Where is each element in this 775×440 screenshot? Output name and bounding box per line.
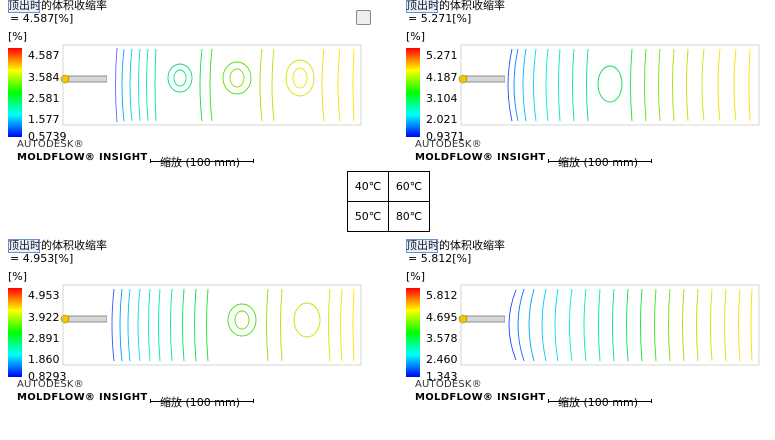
legend-unit: [%] [8,270,28,283]
legend-tick-2: 4.187 [426,71,458,84]
brand-autodesk: AUTODESK® [17,139,84,150]
selection-highlight [8,0,40,13]
legend-unit: [%] [8,30,28,43]
result-title: 顶出时的体积收缩率 [8,239,107,253]
brand-autodesk: AUTODESK® [415,139,482,150]
brand-moldflow: MOLDFLOW® INSIGHT [415,392,546,403]
result-title-text: 顶出时的体积收缩率 [406,0,505,12]
result-title-text: 顶出时的体积收缩率 [8,239,107,252]
selection-highlight [8,239,40,253]
legend-unit: [%] [406,270,426,283]
legend-tick-4: 1.860 [28,353,60,366]
scale-bar [548,159,652,163]
temperature-legend-table: 40℃ 60℃ 50℃ 80℃ [347,171,430,232]
selection-highlight [406,0,438,13]
legend-tick-max: 4.587 [28,49,60,62]
legend-tick-max: 4.953 [28,289,60,302]
result-panel-bottom-left: 顶出时的体积收缩率 = 4.953[%] [%] 4.953 3.922 2.8… [0,239,380,440]
legend-tick-3: 2.581 [28,92,60,105]
legend-tick-min: 0.9371 [426,130,465,143]
brand-moldflow: MOLDFLOW® INSIGHT [17,392,148,403]
legend-tick-4: 1.577 [28,113,60,126]
legend-tick-3: 2.891 [28,332,60,345]
legend-tick-min: 0.8293 [28,370,67,383]
contour-plot [460,284,760,366]
brand-autodesk: AUTODESK® [415,379,482,390]
table-cell-60: 60℃ [395,180,423,193]
result-panel-bottom-right: 顶出时的体积收缩率 = 5.812[%] [%] 5.812 4.695 3.5… [398,239,775,440]
selection-highlight [406,239,438,253]
result-value: = 4.953[%] [10,252,74,265]
scale-label: 缩放 (100 mm) [160,156,241,169]
result-value: = 5.812[%] [408,252,472,265]
table-cell-40: 40℃ [354,180,382,193]
legend-unit: [%] [406,30,426,43]
legend-tick-min: 0.5739 [28,130,67,143]
table-divider-horizontal [348,201,429,202]
checkbox[interactable] [356,10,371,25]
result-title: 顶出时的体积收缩率 [406,239,505,253]
table-cell-50: 50℃ [354,210,382,223]
color-legend-bar [8,48,22,137]
result-panel-top-right: 顶出时的体积收缩率 = 5.271[%] [%] 5.271 4.187 3.1… [398,0,775,200]
result-value: = 5.271[%] [408,12,472,25]
brand-moldflow: MOLDFLOW® INSIGHT [17,152,148,163]
contour-plot [62,44,362,126]
result-title: 顶出时的体积收缩率 [8,0,107,13]
result-title-text: 顶出时的体积收缩率 [8,0,107,12]
legend-tick-2: 3.584 [28,71,60,84]
color-legend-bar [406,48,420,137]
brand-moldflow: MOLDFLOW® INSIGHT [415,152,546,163]
scale-bar [548,399,652,403]
contour-plot [62,284,362,366]
result-title-text: 顶出时的体积收缩率 [406,239,505,252]
brand-autodesk: AUTODESK® [17,379,84,390]
color-legend-bar [8,288,22,377]
scale-label: 缩放 (100 mm) [558,156,639,169]
legend-tick-max: 5.271 [426,49,458,62]
result-title: 顶出时的体积收缩率 [406,0,505,13]
table-cell-80: 80℃ [395,210,423,223]
scale-bar [150,399,254,403]
legend-tick-min: 1.343 [426,370,458,383]
legend-tick-4: 2.021 [426,113,458,126]
legend-tick-4: 2.460 [426,353,458,366]
legend-tick-2: 3.922 [28,311,60,324]
result-panel-top-left: 顶出时的体积收缩率 = 4.587[%] [%] 4.587 3.584 2.5… [0,0,380,200]
scale-label: 缩放 (100 mm) [160,396,241,409]
legend-tick-3: 3.104 [426,92,458,105]
result-value: = 4.587[%] [10,12,74,25]
color-legend-bar [406,288,420,377]
scale-bar [150,159,254,163]
contour-plot [460,44,760,126]
legend-tick-max: 5.812 [426,289,458,302]
legend-tick-2: 4.695 [426,311,458,324]
scale-label: 缩放 (100 mm) [558,396,639,409]
legend-tick-3: 3.578 [426,332,458,345]
